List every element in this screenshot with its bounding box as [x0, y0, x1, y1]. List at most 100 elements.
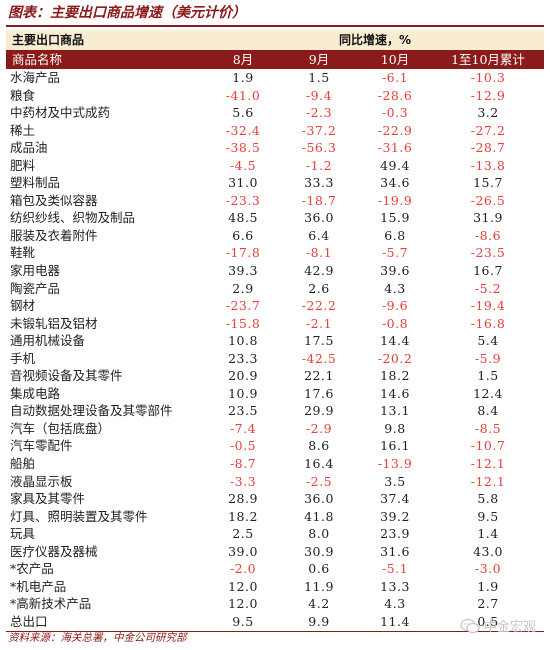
- watermark-label: 中金宏观: [483, 620, 536, 635]
- value-cell-sep: -2.9: [305, 420, 333, 436]
- group-left-header: 主要出口商品: [6, 30, 206, 50]
- value-cell-aug: -7.4: [229, 420, 257, 436]
- chart-title: 图表：主要出口商品增速（美元计价）: [8, 5, 246, 21]
- value-cell-sep: 1.5: [308, 70, 330, 85]
- value-cell-aug: -32.4: [225, 122, 261, 138]
- value-cell-sep: -1.2: [305, 157, 333, 173]
- value-cell-ytd: -13.8: [470, 157, 506, 173]
- value-cell-ytd: 1.4: [477, 526, 499, 542]
- table-row: 未锻轧铝及铝材 -15.8 -2.1 -0.8 -16.8: [6, 315, 544, 333]
- product-name-cell: 鞋靴: [10, 245, 36, 261]
- value-cell-sep: 4.2: [308, 596, 330, 612]
- value-cell-ytd: -27.2: [470, 122, 506, 138]
- product-name-cell: 家用电器: [10, 263, 61, 279]
- value-cell-sep: 29.9: [304, 403, 334, 419]
- value-cell-sep: 41.8: [304, 508, 334, 524]
- table-row: 船舶 -8.7 16.4 -13.9 -12.1: [6, 455, 544, 473]
- table-row: 灯具、照明装置及其零件 18.2 41.8 39.2 9.5: [6, 508, 544, 526]
- table-row: 成品油 -38.5 -56.3 -31.6 -28.7: [6, 139, 544, 157]
- value-cell-ytd: 2.7: [477, 596, 499, 612]
- value-cell-ytd: 1.9: [477, 578, 499, 594]
- value-cell-aug: -0.5: [229, 438, 257, 454]
- value-cell-ytd: 5.8: [477, 491, 499, 507]
- value-cell-ytd: -28.7: [470, 140, 506, 156]
- product-name-cell: 总出口: [6, 612, 206, 632]
- value-cell-ytd: -10.7: [470, 438, 506, 454]
- value-cell-sep: 0.6: [308, 561, 330, 577]
- value-cell-oct: 39.6: [380, 263, 410, 279]
- value-cell-ytd: -3.0: [474, 561, 502, 577]
- value-cell-oct: -0.8: [381, 315, 409, 331]
- product-name-cell: 汽车零配件: [10, 438, 73, 454]
- value-cell-oct: 34.6: [380, 175, 410, 191]
- product-name-cell: 水海产品: [10, 70, 61, 85]
- product-name-cell: *农产品: [10, 561, 54, 577]
- table-row: 总出口 9.5 9.9 11.4 0.5: [6, 612, 545, 632]
- table-row: 稀土 -32.4 -37.2 -22.9 -27.2: [6, 122, 544, 140]
- value-cell-aug: 9.5: [206, 612, 280, 632]
- value-cell-ytd: 1.5: [477, 368, 499, 384]
- product-name-cell: 塑料制品: [10, 175, 61, 191]
- table-row: 集成电路 10.9 17.6 14.6 12.4: [6, 385, 544, 403]
- value-cell-oct: -22.9: [377, 122, 413, 138]
- col-header-oct: 10月: [358, 50, 432, 69]
- value-cell-oct: 13.1: [380, 403, 410, 419]
- group-right-header: 同比增速，%: [206, 30, 545, 50]
- table-row: 箱包及类似容器 -23.3 -18.7 -19.9 -26.5: [6, 192, 544, 210]
- header-group-row: 主要出口商品 同比增速，%: [6, 30, 545, 50]
- value-cell-ytd: 15.7: [473, 175, 503, 191]
- value-cell-aug: 23.5: [228, 403, 258, 419]
- value-cell-oct: 18.2: [380, 368, 410, 384]
- value-cell-aug: 39.0: [228, 543, 258, 559]
- product-name-cell: 船舶: [10, 456, 36, 472]
- value-cell-aug: -17.8: [225, 245, 261, 261]
- value-cell-oct: 13.3: [380, 578, 410, 594]
- value-cell-oct: 31.6: [380, 543, 410, 559]
- value-cell-oct: -5.1: [381, 561, 409, 577]
- value-cell-ytd: 9.5: [477, 508, 499, 524]
- value-cell-oct: -20.2: [377, 350, 413, 366]
- value-cell-oct: -6.1: [381, 70, 409, 85]
- value-cell-sep: 33.3: [304, 175, 334, 191]
- value-cell-oct: 23.9: [380, 526, 410, 542]
- product-name-cell: 玩具: [10, 526, 36, 542]
- table-row: 肥料 -4.5 -1.2 49.4 -13.8: [6, 157, 544, 175]
- table-row: 自动数据处理设备及其零部件 23.5 29.9 13.1 8.4: [6, 402, 544, 420]
- value-cell-aug: 10.8: [228, 333, 258, 349]
- value-cell-aug: 20.9: [228, 368, 258, 384]
- table-row: 液晶显示板 -3.3 -2.5 3.5 -12.1: [6, 473, 544, 491]
- value-cell-aug: 2.5: [232, 526, 254, 542]
- value-cell-ytd: -12.1: [470, 456, 506, 472]
- value-cell-oct: -0.3: [381, 105, 409, 121]
- value-cell-aug: 5.6: [232, 105, 254, 121]
- value-cell-ytd: 12.4: [473, 385, 503, 401]
- value-cell-ytd: 5.4: [477, 333, 499, 349]
- value-cell-oct: 14.6: [380, 385, 410, 401]
- product-name-cell: 液晶显示板: [10, 473, 73, 489]
- table-row: *农产品 -2.0 0.6 -5.1 -3.0: [6, 560, 544, 578]
- value-cell-sep: 22.1: [304, 368, 334, 384]
- value-cell-aug: 39.3: [228, 263, 258, 279]
- value-cell-ytd: 8.4: [477, 403, 499, 419]
- value-cell-ytd: 0.5: [432, 612, 545, 632]
- value-cell-ytd: -26.5: [470, 192, 506, 208]
- value-cell-oct: 3.5: [384, 473, 406, 489]
- value-cell-ytd: -8.5: [474, 420, 502, 436]
- value-cell-aug: 12.0: [228, 596, 258, 612]
- product-name-cell: 自动数据处理设备及其零部件: [10, 403, 173, 419]
- value-cell-oct: -9.6: [381, 298, 409, 314]
- value-cell-sep: 11.9: [304, 578, 334, 594]
- table-row: 家具及其零件 28.9 36.0 37.4 5.8: [6, 490, 544, 508]
- product-name-cell: 手机: [10, 350, 36, 366]
- value-cell-aug: -23.7: [225, 298, 261, 314]
- value-cell-ytd: -5.2: [474, 280, 502, 296]
- value-cell-aug: 48.5: [228, 210, 258, 226]
- col-header-aug: 8月: [206, 50, 280, 69]
- value-cell-ytd: 31.9: [473, 210, 503, 226]
- value-cell-aug: -8.7: [229, 456, 257, 472]
- value-cell-sep: 2.6: [308, 280, 330, 296]
- col-header-name: 商品名称: [6, 50, 206, 69]
- value-cell-oct: -28.6: [377, 87, 413, 103]
- value-cell-ytd: -23.5: [470, 245, 506, 261]
- product-name-cell: 医疗仪器及器械: [10, 543, 98, 559]
